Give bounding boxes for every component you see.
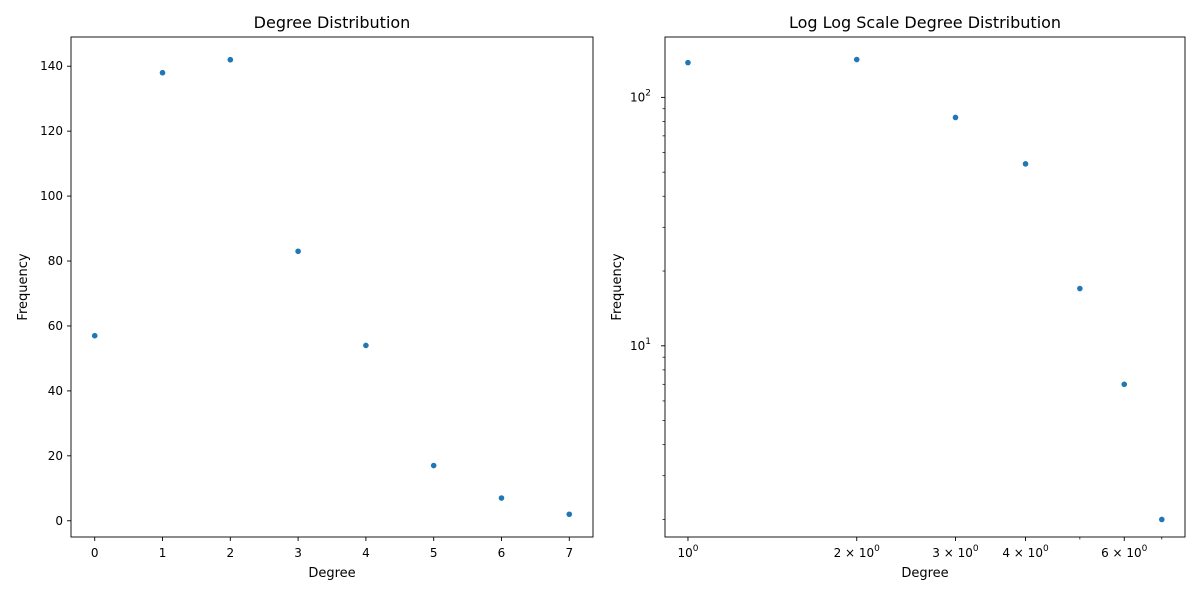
y-tick-label: 80: [48, 254, 63, 268]
axes-frame: [664, 36, 1186, 538]
subplot-1: 0 1 2 3 4 5 6 7 0 20 40 60 80 100 120 140 Degree Distrib…: [16, 13, 594, 581]
axes-frame: [70, 36, 594, 538]
x-tick-label: 100: [677, 544, 698, 560]
subplot-2: 100 2 × 100 3 × 100 4 × 100 6 × 100 101 102 Log…: [610, 13, 1186, 581]
data-point: [295, 248, 301, 255]
y-tick-label: 120: [40, 124, 63, 138]
x-tick-label: 1: [159, 546, 167, 560]
data-point: [430, 462, 437, 469]
data-point: [363, 342, 369, 349]
x-tick-label: 2 × 100: [834, 544, 881, 560]
data-point: [1158, 516, 1165, 523]
x-tick-label: 6: [498, 546, 506, 560]
data-point: [685, 59, 691, 66]
x-tick-label: 4 × 100: [1002, 544, 1049, 560]
data-point: [952, 114, 959, 121]
data-point: [1121, 381, 1128, 388]
y-tick-label: 20: [48, 449, 63, 463]
x-tick-label: 6 × 100: [1101, 544, 1148, 560]
data-point: [227, 56, 234, 63]
x-axis-label: Degree: [901, 566, 948, 581]
data-point: [91, 332, 98, 339]
y-axis-label: Frequency: [16, 253, 31, 320]
x-tick-label: 2: [226, 546, 234, 560]
y-tick-label: 100: [40, 189, 63, 203]
data-point: [1077, 285, 1083, 292]
y-tick-label: 60: [48, 319, 63, 333]
y-tick-label: 0: [55, 514, 63, 528]
y-tick-label: 101: [630, 337, 651, 353]
x-tick-label: 4: [362, 546, 370, 560]
y-tick-label: 140: [40, 59, 63, 73]
x-tick-label: 7: [565, 546, 573, 560]
data-point: [853, 56, 860, 63]
chart-title: Degree Distribution: [254, 13, 411, 32]
x-tick-label: 5: [430, 546, 438, 560]
chart-title: Log Log Scale Degree Distribution: [789, 13, 1061, 32]
data-point: [159, 69, 166, 76]
y-tick-label: 102: [630, 88, 651, 104]
y-tick-label: 40: [48, 384, 63, 398]
data-point: [566, 511, 573, 518]
x-tick-label: 3: [294, 546, 302, 560]
data-point: [1022, 161, 1029, 167]
x-tick-label: 0: [91, 546, 99, 560]
y-axis-label: Frequency: [610, 253, 625, 320]
x-axis-label: Degree: [308, 566, 355, 581]
x-tick-label: 3 × 100: [932, 544, 979, 560]
data-point: [498, 495, 505, 501]
